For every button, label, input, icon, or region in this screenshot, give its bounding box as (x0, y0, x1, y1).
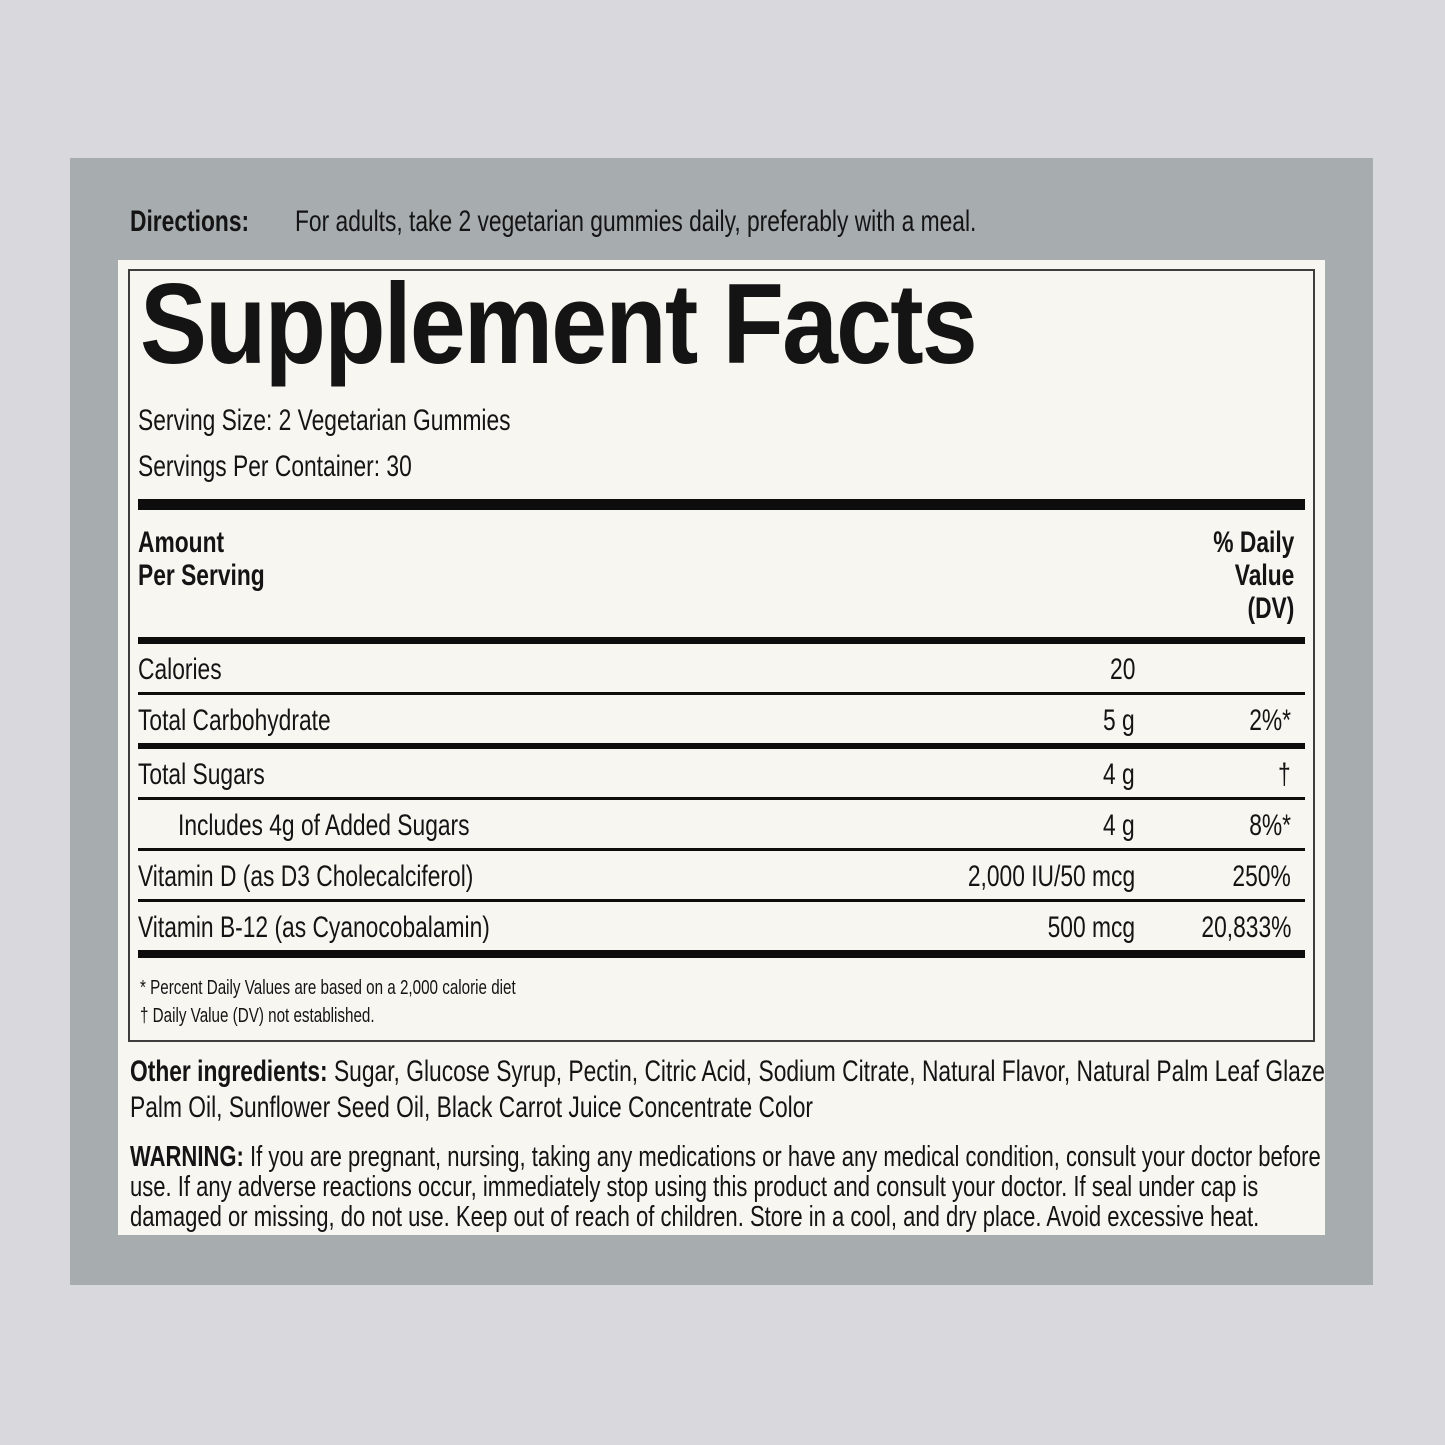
serving-size-value: Serving Size: 2 Vegetarian Gummies (138, 404, 511, 437)
serving-size-text: Serving Size: 2 Vegetarian Gummies (138, 403, 1305, 439)
other-ingredients-label: Other ingredients: (130, 1055, 328, 1088)
servings-per-container-text: Servings Per Container: 30 (138, 449, 1305, 485)
nutrient-daily-value: 20,833% (1200, 911, 1291, 944)
other-ingredients: Other ingredients: Sugar, Glucose Syrup,… (130, 1054, 1325, 1126)
footnote-percent-daily-values: * Percent Daily Values are based on a 2,… (140, 977, 516, 999)
directions-text: For adults, take 2 vegetarian gummies da… (295, 205, 977, 238)
nutrient-name: Total Carbohydrate (138, 704, 331, 737)
divider-header-bottom (138, 637, 1305, 644)
facts-row-calories: Calories 20 (138, 644, 1305, 695)
facts-row-added-sugars: Includes 4g of Added Sugars 4 g 8%* (138, 800, 1305, 851)
supplement-facts-title: Supplement Facts (140, 261, 978, 388)
daily-value-header: % Daily Value (DV) (1213, 526, 1295, 625)
warning: WARNING: If you are pregnant, nursing, t… (130, 1142, 1325, 1232)
nutrient-amount: 4 g (1103, 809, 1135, 842)
nutrient-name: Includes 4g of Added Sugars (178, 809, 470, 842)
nutrient-amount: 2,000 IU/50 mcg (967, 860, 1136, 893)
divider-top-thick (138, 499, 1305, 510)
product-label-panel: Directions: For adults, take 2 vegetaria… (70, 158, 1373, 1285)
facts-row-total-carbohydrate: Total Carbohydrate 5 g 2%* (138, 695, 1305, 749)
nutrient-name: Vitamin D (as D3 Cholecalciferol) (138, 860, 474, 893)
nutrient-name: Calories (138, 653, 222, 686)
other-ingredients-text: Sugar, Glucose Syrup, Pectin, Citric Aci… (130, 1055, 1325, 1124)
facts-row-total-sugars: Total Sugars 4 g † (138, 749, 1305, 800)
servings-per-container-value: Servings Per Container: 30 (138, 450, 412, 483)
nutrient-amount: 20 (1109, 653, 1135, 686)
warning-label: WARNING: (130, 1141, 244, 1173)
nutrient-amount: 500 mcg (1047, 911, 1135, 944)
directions: Directions: For adults, take 2 vegetaria… (70, 158, 1373, 240)
nutrient-daily-value: 8%* (1249, 809, 1291, 842)
nutrient-daily-value (1135, 654, 1305, 686)
nutrient-amount: 4 g (1103, 758, 1135, 791)
nutrient-name: Vitamin B-12 (as Cyanocobalamin) (138, 911, 490, 944)
facts-table: Calories 20 Total Carbohydrate 5 g 2%* T… (138, 644, 1305, 950)
amount-per-serving-header: Amount Per Serving (138, 526, 265, 592)
facts-row-vitamin-b12: Vitamin B-12 (as Cyanocobalamin) 500 mcg… (138, 902, 1305, 950)
directions-label: Directions: (130, 205, 250, 238)
nutrient-daily-value: 250% (1232, 860, 1291, 893)
facts-header-row: Amount Per Serving % Daily Value (DV) (138, 510, 1305, 637)
nutrient-daily-value: 2%* (1249, 704, 1291, 737)
warning-text: If you are pregnant, nursing, taking any… (130, 1141, 1321, 1233)
nutrient-daily-value: † (1278, 758, 1291, 791)
facts-row-vitamin-d: Vitamin D (as D3 Cholecalciferol) 2,000 … (138, 851, 1305, 902)
nutrient-amount: 5 g (1103, 704, 1135, 737)
nutrient-name: Total Sugars (138, 758, 265, 791)
label-sheet: Supplement Facts Serving Size: 2 Vegetar… (118, 260, 1325, 1235)
footnote-dv-not-established: † Daily Value (DV) not established. (140, 1005, 375, 1027)
supplement-facts-box: Supplement Facts Serving Size: 2 Vegetar… (128, 261, 1315, 1042)
divider-footnote-thick (138, 950, 1305, 958)
